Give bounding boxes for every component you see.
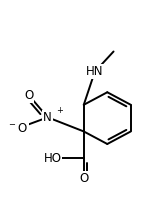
Text: O: O (24, 89, 33, 102)
Text: HO: HO (43, 152, 61, 165)
Text: N: N (43, 111, 52, 124)
Text: $^-$O: $^-$O (7, 122, 29, 135)
Text: O: O (79, 172, 88, 185)
Text: $^+$: $^+$ (55, 106, 64, 119)
Text: HN: HN (86, 65, 104, 78)
